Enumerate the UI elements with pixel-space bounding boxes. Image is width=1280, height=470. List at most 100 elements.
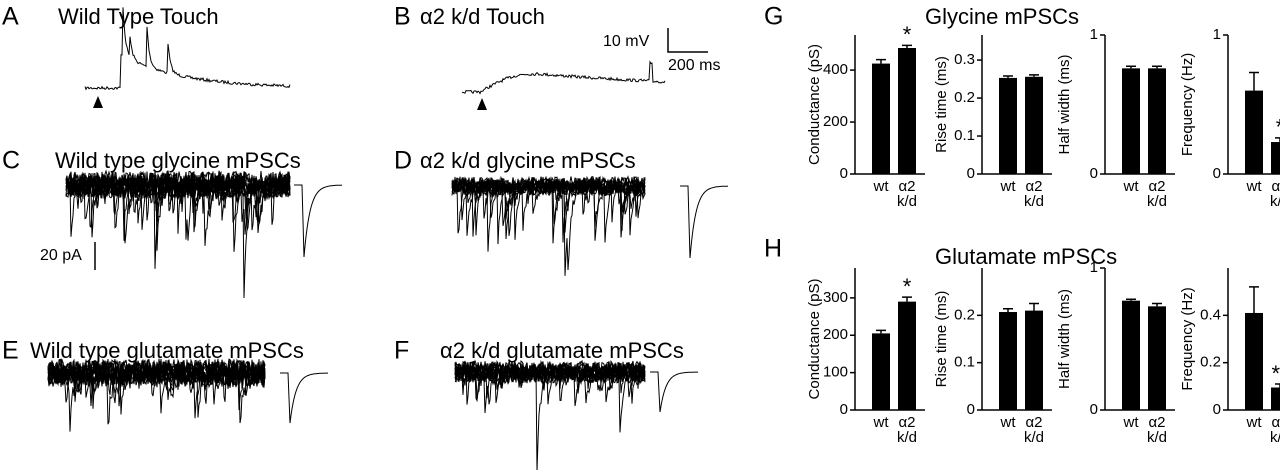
x-tick-label-line: k/d	[1270, 193, 1280, 210]
y-tick-label: 100	[823, 364, 848, 381]
x-tick-label: wt	[1246, 178, 1263, 195]
y-axis-label: Rise time (ms)	[933, 291, 950, 388]
significance: *	[1276, 115, 1280, 140]
x-tick-label: wt	[1000, 414, 1017, 431]
error-bar	[902, 44, 912, 48]
error-bar	[1003, 75, 1013, 78]
bar	[898, 301, 916, 410]
y-tick-label: 0.1	[954, 127, 975, 144]
y-axis-label: Conductance (pS)	[806, 279, 823, 400]
y-axis-label: Conductance (pS)	[806, 44, 823, 165]
y-tick-label: 0.3	[954, 51, 975, 68]
bar	[898, 47, 916, 174]
trace	[65, 170, 291, 246]
y-tick-label: 0	[1213, 401, 1221, 418]
y-tick-label: 0.2	[954, 89, 975, 106]
bar	[1025, 310, 1043, 410]
panel-title: α2 k/d Touch	[420, 4, 545, 29]
y-tick-label: 0.2	[1200, 354, 1221, 371]
bar	[1148, 306, 1166, 410]
trace	[84, 7, 291, 91]
x-tick-label: wt	[1000, 178, 1017, 195]
x-tick-label-line: k/d	[1147, 193, 1167, 210]
scale-label: 10 mV	[603, 33, 650, 50]
x-tick-label-line: α2	[1025, 414, 1042, 431]
error-bar	[1126, 65, 1136, 69]
bar	[999, 312, 1017, 410]
x-tick-label-line: k/d	[1024, 193, 1044, 210]
bar	[1271, 387, 1280, 410]
trace	[451, 176, 646, 245]
error-bar	[1249, 286, 1259, 313]
x-tick-label: α2k/d	[1270, 414, 1280, 446]
trace	[461, 60, 666, 95]
x-tick-label-line: k/d	[1147, 429, 1167, 446]
significance: **	[1271, 361, 1280, 386]
error-bar	[1029, 74, 1039, 77]
x-tick-label-line: α2	[1271, 178, 1280, 195]
x-tick-label: wt	[1246, 414, 1263, 431]
panel-letter: A	[2, 3, 19, 31]
error-bar	[876, 58, 886, 64]
x-tick-label-line: α2	[1148, 414, 1165, 431]
y-tick-label: 200	[823, 326, 848, 343]
trace	[47, 358, 266, 411]
y-axis-label: Frequency (Hz)	[1179, 287, 1196, 390]
panel-title: Wild Type Touch	[58, 4, 219, 29]
y-tick-label: 0	[967, 401, 975, 418]
average-trace	[280, 372, 328, 424]
x-tick-label-line: α2	[1025, 178, 1042, 195]
panel-title: Wild type glycine mPSCs	[55, 148, 301, 173]
panel-letter: G	[764, 3, 783, 31]
x-tick-label: wt	[1123, 414, 1140, 431]
stimulus-arrow	[477, 98, 487, 110]
x-tick-label-line: k/d	[897, 429, 917, 446]
panel-letter: D	[394, 147, 412, 175]
y-tick-label: 0.1	[954, 354, 975, 371]
bar	[1025, 76, 1043, 174]
x-tick-label: wt	[1123, 178, 1140, 195]
significance: *	[903, 274, 912, 299]
trace	[47, 358, 266, 432]
bar	[1271, 142, 1280, 174]
error-bar	[1152, 65, 1162, 69]
panel-title: Glycine mPSCs	[925, 4, 1079, 29]
x-tick-label: wt	[873, 414, 890, 431]
y-tick-label: 0	[967, 165, 975, 182]
y-axis-label: Frequency (Hz)	[1179, 53, 1196, 156]
x-tick-label: α2k/d	[1270, 178, 1280, 210]
error-bar	[1029, 302, 1039, 311]
panel-letter: B	[394, 3, 411, 31]
trace	[454, 361, 646, 470]
x-tick-label-line: k/d	[1270, 429, 1280, 446]
bar	[1245, 312, 1263, 410]
x-tick-label-line: k/d	[897, 193, 917, 210]
error-bar	[1275, 137, 1280, 143]
error-bar	[1249, 71, 1259, 91]
y-tick-label: 0	[840, 401, 848, 418]
x-tick-label-line: α2	[1148, 178, 1165, 195]
trace	[47, 358, 266, 425]
trace	[65, 170, 291, 251]
y-tick-label: 1	[1090, 259, 1098, 276]
panel-title: α2 k/d glycine mPSCs	[420, 148, 636, 173]
y-axis-label: Rise time (ms)	[933, 56, 950, 153]
scale-label: 20 pA	[40, 247, 82, 264]
trace	[47, 359, 266, 418]
significance: *	[903, 22, 912, 47]
panel-letter: C	[2, 147, 20, 175]
panel-letter: H	[764, 235, 782, 263]
y-tick-label: 0.2	[954, 306, 975, 323]
y-tick-label: 0	[1090, 165, 1098, 182]
bar	[872, 333, 890, 410]
error-bar	[1003, 307, 1013, 313]
x-tick-label: wt	[873, 178, 890, 195]
panel-title: Glutamate mPSCs	[935, 244, 1117, 269]
panel-letter: E	[2, 337, 19, 365]
y-tick-label: 1	[1090, 26, 1098, 43]
